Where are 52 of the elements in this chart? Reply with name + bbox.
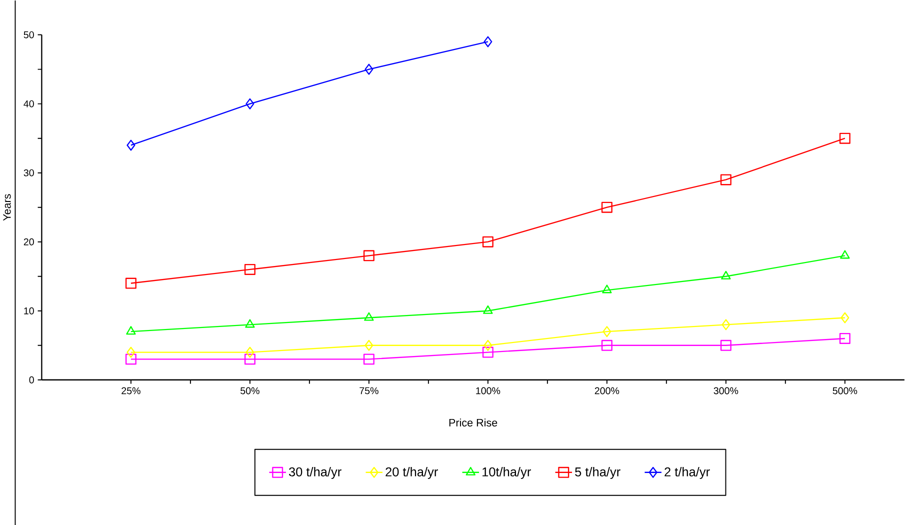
legend-label: 2 t/ha/yr [664, 466, 710, 479]
point [601, 340, 612, 351]
point [840, 250, 850, 258]
y-tick-label: 50 [24, 31, 34, 38]
x-tick-label: 25% [122, 387, 140, 394]
x-axis-title: Price Rise [449, 418, 498, 426]
point [126, 326, 136, 334]
point [484, 340, 492, 351]
point [839, 132, 850, 144]
point [126, 346, 136, 358]
point [364, 340, 374, 351]
point [720, 340, 732, 351]
point [482, 236, 494, 248]
x-tick-label: 300% [714, 387, 738, 394]
point [126, 140, 136, 150]
point [721, 270, 731, 280]
x-tick-label: 50% [240, 387, 260, 394]
point [601, 202, 612, 213]
legend-label: 20 t/ha/yr [386, 466, 438, 479]
point [364, 312, 374, 321]
point [602, 326, 612, 337]
legend-label: 30 t/ha/yr [288, 466, 342, 479]
point [363, 353, 374, 364]
point [125, 278, 136, 289]
y-tick-label: 0 [29, 376, 34, 384]
point [482, 346, 494, 358]
y-tick-label: 30 [24, 169, 34, 176]
y-tick-label: 10 [24, 307, 34, 314]
y-tick-label: 20 [24, 238, 34, 246]
point [602, 284, 612, 293]
point [125, 353, 136, 364]
point [722, 318, 730, 330]
point [244, 264, 256, 275]
y-axis-title: Years [3, 194, 11, 220]
point [839, 332, 850, 344]
point [246, 98, 254, 110]
point [484, 36, 492, 47]
y-tick-label: 40 [24, 100, 34, 108]
point [483, 305, 493, 314]
point [363, 250, 374, 261]
legend-label: 10t/ha/yr [482, 466, 531, 479]
point [246, 346, 254, 358]
point [840, 312, 850, 324]
point [245, 318, 255, 328]
x-tick-label: 75% [360, 387, 378, 394]
point [244, 353, 256, 364]
point [364, 64, 374, 75]
x-tick-label: 100% [476, 387, 500, 394]
point [720, 174, 732, 185]
x-tick-label: 200% [594, 387, 620, 394]
x-tick-label: 500% [832, 387, 858, 394]
legend-label: 5 t/ha/yr [575, 466, 620, 479]
